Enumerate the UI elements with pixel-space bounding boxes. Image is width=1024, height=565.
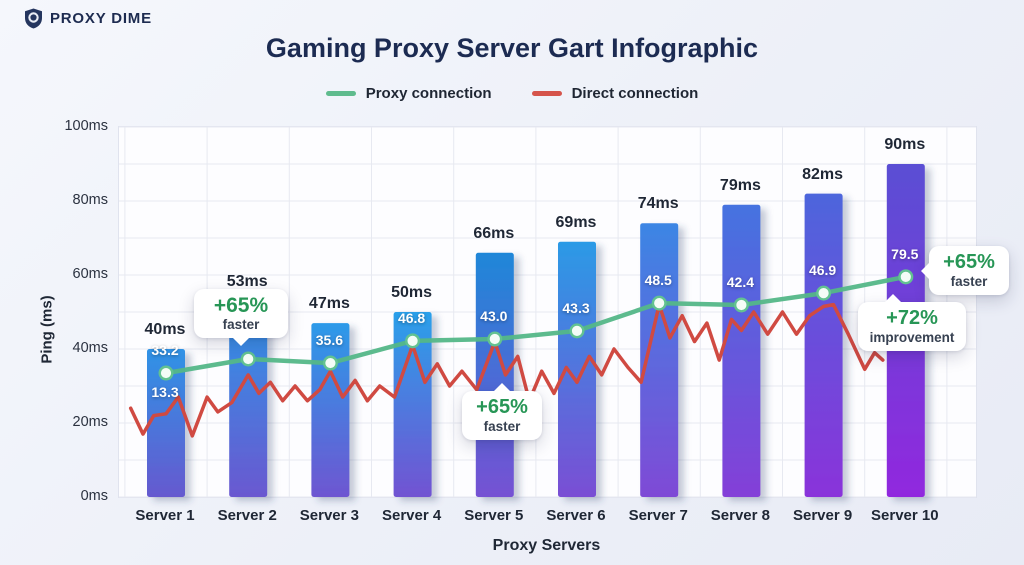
callout-tail xyxy=(912,261,930,280)
bar-server-8 xyxy=(722,204,761,497)
brand-logo: PROXY DIME xyxy=(24,8,152,29)
page-title: Gaming Proxy Server Gart Infographic xyxy=(265,33,759,63)
bar-server-3 xyxy=(311,323,350,497)
callout-caption: faster xyxy=(950,274,988,289)
proxy-line-dot-server-4 xyxy=(405,333,421,349)
y-tick-label: 0ms xyxy=(80,488,108,504)
proxy-line-dot-server-7 xyxy=(651,295,667,311)
bar-server-6 xyxy=(558,241,596,497)
x-tick-label: Server 2 xyxy=(217,507,277,524)
callout-tail xyxy=(493,374,511,392)
x-tick-label: Server 9 xyxy=(792,507,853,524)
callout-percent: +65% xyxy=(943,251,995,273)
bar-server-2 xyxy=(229,300,268,497)
bar-server-9 xyxy=(804,193,843,497)
y-tick-label: 80ms xyxy=(72,192,108,208)
direct-connection-line xyxy=(128,302,885,438)
bar-server-4 xyxy=(393,312,432,497)
callout-server5-faster: +65% faster xyxy=(462,383,542,440)
callout-percent: +65% xyxy=(476,396,528,418)
bar-server-1 xyxy=(147,349,185,497)
chart-legend: Proxy connection Direct connection xyxy=(0,85,1024,102)
x-tick-label: Server 8 xyxy=(710,507,770,524)
proxy-line-dot-server-8 xyxy=(733,297,749,313)
legend-item-direct: Direct connection xyxy=(531,85,699,102)
proxy-line-dot-server-10 xyxy=(898,269,914,285)
y-tick-label: 100ms xyxy=(64,118,108,134)
proxy-line-dot-server-2 xyxy=(240,351,256,367)
proxy-line-dot-server-9 xyxy=(816,285,832,301)
callout-server2-faster: +65% faster xyxy=(194,289,288,346)
proxy-connection-line xyxy=(163,274,909,376)
callout-caption: improvement xyxy=(869,330,955,345)
x-tick-label: Server 1 xyxy=(135,507,195,524)
callout-caption: faster xyxy=(222,317,260,332)
x-tick-label: Server 3 xyxy=(299,507,359,524)
x-tick-label: Server 4 xyxy=(381,507,442,524)
proxy-line-dot-server-1 xyxy=(158,365,174,381)
callout-tail xyxy=(232,337,250,355)
x-tick-label: Server 7 xyxy=(628,507,688,524)
callout-tail xyxy=(883,285,902,303)
proxy-line-swatch-icon xyxy=(325,91,356,96)
x-tick-label: Server 10 xyxy=(871,507,939,524)
proxy-line-dot-server-6 xyxy=(569,323,585,339)
legend-label: Direct connection xyxy=(571,85,699,102)
y-tick-label: 20ms xyxy=(72,414,108,430)
direct-line-swatch-icon xyxy=(531,91,562,96)
callout-percent: +65% xyxy=(213,294,269,317)
x-tick-label: Server 5 xyxy=(464,507,524,524)
bar-server-7 xyxy=(640,223,679,497)
x-axis-title: Proxy Servers xyxy=(492,537,601,554)
proxy-line-dot-server-5 xyxy=(487,331,503,347)
callout-caption: faster xyxy=(483,419,521,434)
proxy-line-dot-server-3 xyxy=(322,355,338,371)
callout-percent: +72% xyxy=(886,307,938,329)
callout-server10-improvement: +72% improvement xyxy=(858,294,966,351)
x-tick-label: Server 6 xyxy=(546,507,606,524)
y-axis-title: Ping (ms) xyxy=(38,295,56,364)
brand-name: PROXY DIME xyxy=(50,10,152,27)
legend-label: Proxy connection xyxy=(365,85,492,102)
callout-server10-faster: +65% faster xyxy=(921,246,1009,295)
legend-item-proxy: Proxy connection xyxy=(325,85,492,102)
shield-badge-icon xyxy=(24,8,43,29)
